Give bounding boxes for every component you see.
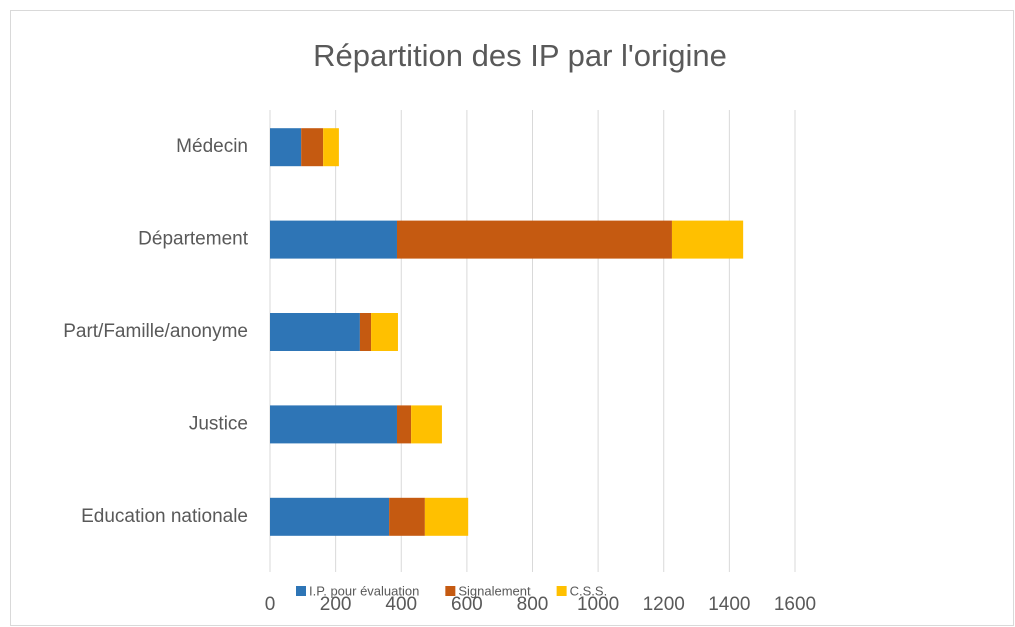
legend-label: Signalement [458, 583, 531, 598]
bar-segment [396, 220, 672, 259]
y-tick-label: Médecin [176, 136, 248, 157]
bar-segment [270, 220, 397, 259]
y-tick-label: Part/Famille/anonyme [63, 321, 248, 342]
y-tick-label: Justice [189, 413, 248, 434]
x-tick-label: 0 [265, 594, 276, 615]
bar-segment [270, 497, 390, 536]
bar-segment [270, 405, 397, 444]
x-tick-label: 600 [451, 594, 483, 615]
legend-label: I.P. pour évaluation [309, 583, 419, 598]
chart-title: Répartition des IP par l'origine [313, 38, 727, 73]
bar-segment [270, 128, 302, 167]
x-tick-label: 1400 [708, 594, 750, 615]
bar-segment [323, 128, 339, 167]
bar-segment [671, 220, 744, 259]
y-tick-label: Département [138, 229, 249, 250]
legend-swatch [296, 586, 306, 596]
x-tick-label: 1200 [643, 594, 685, 615]
bar-segment [301, 128, 324, 167]
x-tick-label: 1600 [774, 594, 816, 615]
bar-segment [424, 497, 469, 536]
chart-border [10, 10, 1014, 626]
legend-label: C.S.S. [570, 583, 608, 598]
y-tick-label: Education nationale [81, 506, 248, 527]
bar-segment [371, 313, 398, 351]
bar-segment [396, 405, 412, 444]
bar-segment [411, 405, 442, 444]
bar-segment [359, 313, 372, 351]
x-tick-label: 400 [385, 594, 417, 615]
x-tick-label: 200 [320, 594, 352, 615]
bar-segment [270, 313, 360, 351]
legend-swatch [445, 586, 456, 596]
x-tick-label: 800 [517, 594, 549, 615]
bar-segment [389, 497, 425, 536]
legend-swatch [556, 586, 567, 596]
x-tick-label: 1000 [577, 594, 619, 615]
